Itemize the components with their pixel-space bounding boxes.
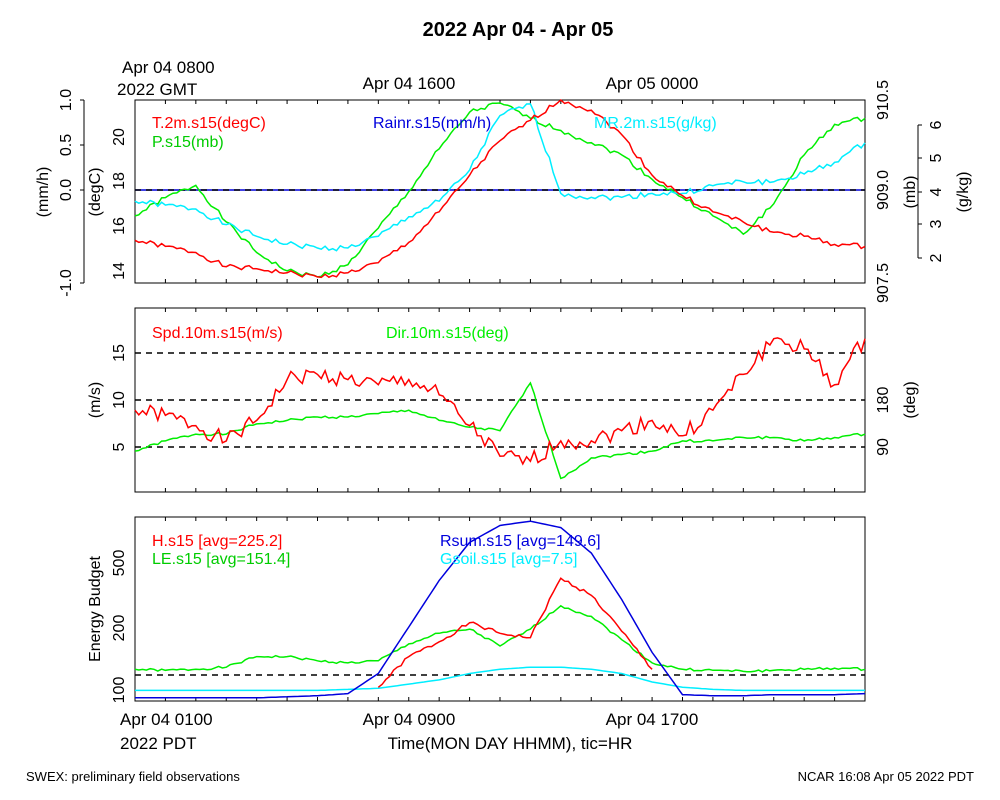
legend-dir: Dir.10m.s15(deg) xyxy=(386,325,509,342)
spd-axis-title: (m/s) xyxy=(87,382,104,418)
legend-le: LE.s15 [avg=151.4] xyxy=(152,551,290,568)
pdt-label-1b: 2022 PDT xyxy=(120,734,197,753)
temp-tick-20: 20 xyxy=(111,128,128,146)
rain-tick-m1: -1.0 xyxy=(58,269,75,297)
legend-rain: Rainr.s15(mm/h) xyxy=(373,115,491,132)
temp-tick-16: 16 xyxy=(111,217,128,235)
hour-ticks xyxy=(134,100,866,701)
mr-axis-title: (g/kg) xyxy=(955,172,972,213)
gsoil-line xyxy=(135,666,865,692)
mr-tick-4: 4 xyxy=(928,187,945,196)
energy-tick-500: 500 xyxy=(111,550,128,577)
wind-direction-line xyxy=(134,381,866,480)
wind-speed-line xyxy=(134,337,866,466)
legend-mr: MR.2m.s15(g/kg) xyxy=(594,115,717,132)
spd-tick-15: 15 xyxy=(111,344,128,362)
dir-axis-title: (deg) xyxy=(902,381,919,418)
series-lines xyxy=(134,98,866,699)
h-line xyxy=(377,577,653,688)
dir-tick-90: 90 xyxy=(875,438,892,456)
footer-left: SWEX: preliminary field observations xyxy=(26,769,240,784)
press-tick-9075: 907.5 xyxy=(875,263,892,303)
gmt-label-1a: Apr 04 0800 xyxy=(122,58,215,77)
reference-lines xyxy=(135,189,865,676)
footer-right: NCAR 16:08 Apr 05 2022 PDT xyxy=(798,769,974,784)
rain-tick-05: 0.5 xyxy=(58,134,75,156)
energy-tick-200: 200 xyxy=(111,615,128,642)
legend-temp: T.2m.s15(degC) xyxy=(152,115,266,132)
press-axis-title: (mb) xyxy=(902,176,919,209)
press-tick-9090: 909.0 xyxy=(875,170,892,210)
side-axes xyxy=(80,99,922,284)
pdt-label-2: Apr 04 0900 xyxy=(363,710,456,729)
pdt-label-1a: Apr 04 0100 xyxy=(120,710,213,729)
gmt-label-3: Apr 05 0000 xyxy=(606,74,699,93)
rsum-line xyxy=(135,520,866,699)
temp-tick-14: 14 xyxy=(111,262,128,280)
spd-tick-5: 5 xyxy=(111,442,128,451)
mr-tick-3: 3 xyxy=(928,219,945,228)
rain-tick-1: 1.0 xyxy=(58,89,75,111)
spd-tick-10: 10 xyxy=(111,391,128,409)
pressure-line xyxy=(134,102,866,278)
press-tick-9105: 910.5 xyxy=(875,80,892,120)
temp-tick-18: 18 xyxy=(111,172,128,190)
legend-spd: Spd.10m.s15(m/s) xyxy=(152,325,283,342)
legend-h: H.s15 [avg=225.2] xyxy=(152,533,282,550)
mr-tick-5: 5 xyxy=(928,153,945,162)
gmt-label-2: Apr 04 1600 xyxy=(363,74,456,93)
mixing-ratio-line xyxy=(134,103,866,252)
le-line xyxy=(134,604,866,673)
legend-press: P.s15(mb) xyxy=(152,134,224,151)
legend-rsum: Rsum.s15 [avg=149.6] xyxy=(440,533,601,550)
temperature-line xyxy=(134,98,866,279)
rain-tick-0: 0.0 xyxy=(58,179,75,201)
dir-tick-180: 180 xyxy=(875,387,892,414)
x-axis-title: Time(MON DAY HHMM), tic=HR xyxy=(388,734,633,753)
mr-tick-6: 6 xyxy=(928,120,945,129)
gmt-label-1b: 2022 GMT xyxy=(117,80,197,99)
rain-axis-title: (mm/h) xyxy=(35,167,52,218)
pdt-label-3: Apr 04 1700 xyxy=(606,710,699,729)
temp-axis-title: (degC) xyxy=(87,168,104,217)
mr-tick-2: 2 xyxy=(928,253,945,262)
chart-title: 2022 Apr 04 - Apr 05 xyxy=(423,19,614,41)
legend-gsoil: Gsoil.s15 [avg=7.5] xyxy=(440,551,577,568)
energy-tick-100: 100 xyxy=(111,677,128,704)
energy-axis-title: Energy Budget xyxy=(87,556,104,662)
